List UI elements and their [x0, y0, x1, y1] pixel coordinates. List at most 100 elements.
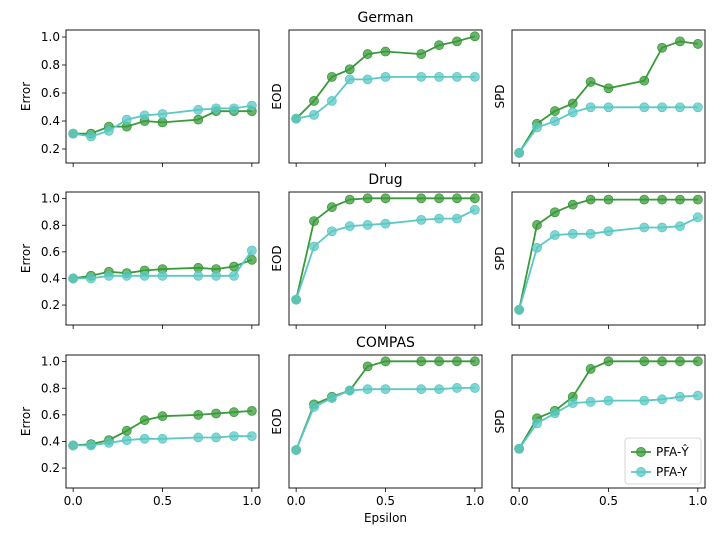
series-line [295, 386, 475, 451]
data-point [103, 125, 114, 136]
series-line [518, 40, 699, 154]
data-point [229, 407, 239, 418]
data-point [326, 393, 337, 403]
series-line [295, 76, 475, 120]
data-point [416, 356, 427, 367]
data-point [603, 395, 614, 406]
data-point [452, 193, 462, 204]
data-point [452, 383, 462, 393]
data-point [639, 75, 650, 86]
data-point [416, 214, 427, 225]
series-line [73, 110, 252, 135]
data-point [657, 42, 668, 53]
y-tick-label: 0.6 [41, 86, 60, 100]
data-point [657, 194, 668, 205]
legend: PFA-Ŷ PFA-Y [624, 437, 702, 485]
data-point [103, 437, 114, 448]
data-point [157, 433, 168, 444]
subplot-german-spd: SPD [493, 29, 706, 167]
y-tick-label: 0.8 [41, 218, 60, 232]
data-point [229, 431, 239, 442]
data-point [86, 273, 96, 284]
data-point [193, 114, 204, 125]
data-point [549, 230, 560, 240]
axes-frame [511, 354, 706, 489]
data-point [567, 398, 578, 409]
data-point [121, 435, 132, 446]
data-point [603, 83, 614, 94]
data-point [291, 445, 302, 455]
series-line [72, 258, 253, 280]
y-tick-label: 0.6 [41, 245, 60, 259]
data-point [139, 415, 150, 426]
data-point [469, 71, 480, 82]
subplot-compas-spd: SPD 0.0 0.5 1.0 PFA-Ŷ PFA-Y [493, 354, 707, 508]
data-point [121, 425, 132, 436]
data-point [416, 49, 427, 59]
data-point [246, 431, 257, 442]
data-point [639, 222, 650, 233]
data-point [68, 440, 79, 451]
subplot-compas-error: COMPAS Error 0.2 0.4 0.6 0.8 1.0 0.0 0.5 1.0 [19, 335, 415, 508]
series-line [518, 198, 698, 310]
x-tick-label: 0.5 [599, 494, 618, 508]
data-point [585, 194, 596, 205]
data-point [549, 207, 560, 218]
x-tick-label: 0.5 [376, 494, 395, 508]
data-point [246, 405, 257, 416]
data-point [344, 194, 355, 205]
data-point [675, 391, 685, 402]
data-point [246, 100, 257, 111]
data-point [86, 440, 96, 451]
series-line [295, 197, 475, 300]
data-point [532, 220, 542, 230]
data-point [469, 204, 480, 215]
data-point [326, 71, 337, 82]
subplot-german-error: German Error 0.2 0.4 0.6 0.8 1.0 [19, 10, 414, 167]
data-point [639, 102, 650, 113]
data-point [657, 102, 668, 113]
data-point [434, 40, 445, 51]
data-point [657, 394, 668, 405]
series-line [73, 410, 252, 447]
data-point [326, 226, 337, 237]
data-point [68, 128, 79, 139]
series-line [518, 394, 698, 450]
data-point [549, 116, 560, 127]
data-point [469, 356, 480, 367]
subplot-german-eod: EOD [270, 29, 483, 167]
y-tick-label: 0.8 [41, 381, 60, 395]
x-tick-label: 1.0 [465, 494, 484, 508]
series-line [518, 360, 698, 450]
row-title: Drug [368, 172, 402, 188]
y-axis-label: Error [19, 244, 33, 273]
data-point [229, 261, 239, 272]
data-point [362, 361, 373, 372]
data-point [380, 71, 391, 82]
axes-frame [65, 354, 260, 489]
y-tick-label: 1.0 [41, 192, 60, 206]
data-point [380, 384, 391, 395]
data-point [532, 122, 542, 133]
data-point [380, 46, 391, 57]
series-line [518, 216, 699, 311]
data-point [211, 103, 222, 114]
data-point [549, 408, 560, 419]
y-tick-label: 0.4 [41, 434, 60, 448]
data-point [103, 270, 114, 281]
data-point [362, 49, 373, 59]
data-point [309, 402, 319, 412]
data-point [549, 106, 560, 116]
data-point [514, 147, 525, 158]
y-tick-label: 0.2 [41, 142, 60, 156]
data-point [229, 270, 239, 281]
data-point [157, 109, 168, 119]
data-point [675, 221, 685, 232]
data-point [452, 71, 462, 82]
data-point [567, 98, 578, 109]
data-point [692, 102, 703, 113]
axes-frame [65, 191, 260, 326]
series-line [295, 35, 476, 120]
data-point [514, 443, 525, 454]
data-point [291, 294, 302, 305]
